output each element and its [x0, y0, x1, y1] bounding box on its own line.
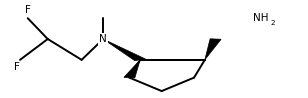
Text: NH: NH	[253, 13, 268, 23]
Text: N: N	[99, 34, 107, 44]
Polygon shape	[124, 60, 140, 78]
Text: F: F	[25, 5, 31, 15]
Text: F: F	[14, 62, 20, 72]
Polygon shape	[103, 39, 146, 61]
Text: 2: 2	[270, 20, 275, 26]
Polygon shape	[205, 39, 221, 60]
